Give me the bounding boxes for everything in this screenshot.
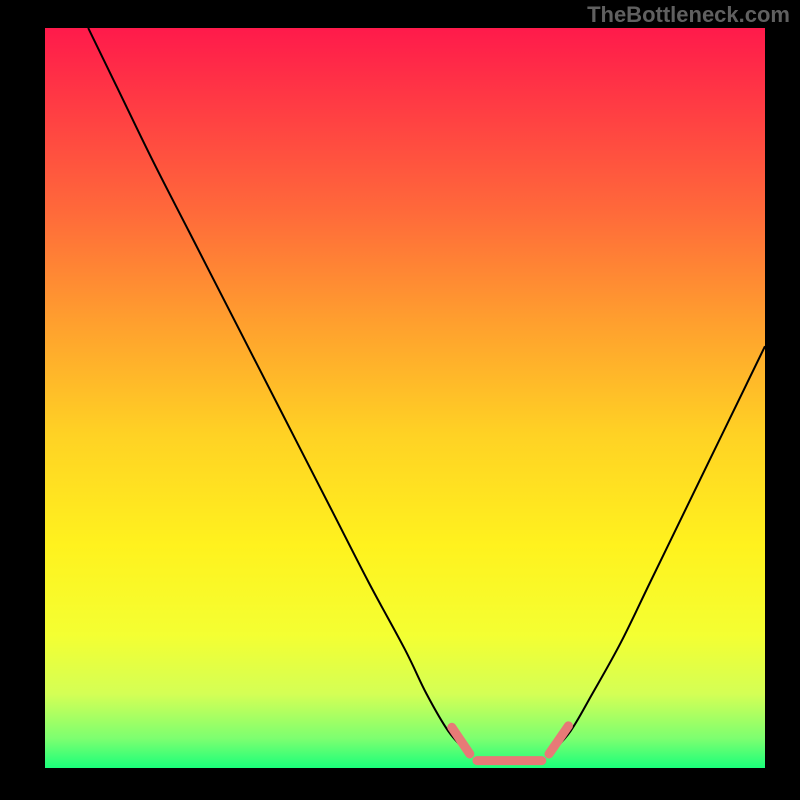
chart-container: TheBottleneck.com <box>0 0 800 800</box>
watermark-text: TheBottleneck.com <box>587 2 790 28</box>
gradient-background <box>45 28 765 768</box>
plot-area <box>45 28 765 768</box>
chart-svg <box>45 28 765 768</box>
